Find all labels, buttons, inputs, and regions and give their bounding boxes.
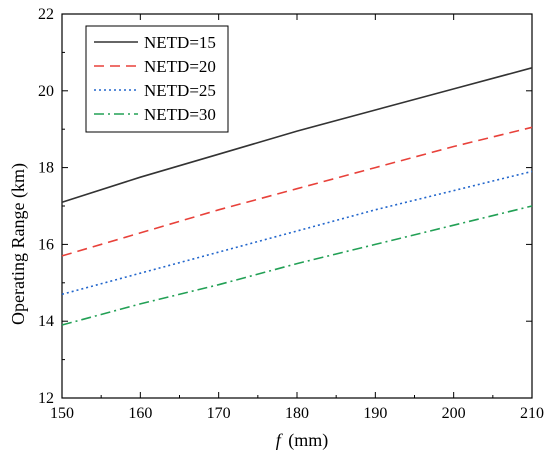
- series-line-2: [61, 126, 533, 257]
- x-tick-label: 160: [128, 405, 152, 422]
- x-tick-label: 180: [285, 405, 309, 422]
- axis-ticks: 150 160 170 180 190 200 210 12 14 16 18 20 22: [38, 6, 544, 422]
- y-tick-label: 22: [38, 6, 54, 23]
- x-axis-label: f (mm): [276, 430, 329, 451]
- y-axis-label: Operating Range (km): [8, 163, 29, 325]
- x-tick-label: 200: [442, 405, 466, 422]
- series-line-4: [61, 205, 533, 326]
- x-axis-label-unit: (mm): [288, 430, 328, 451]
- y-tick-label: 14: [38, 313, 54, 330]
- y-tick-label: 12: [38, 390, 54, 407]
- legend-label: NETD=25: [144, 81, 216, 100]
- series-line-3: [61, 170, 533, 296]
- series-line-1: [61, 67, 533, 203]
- series-lines: [61, 67, 533, 326]
- x-tick-label: 170: [207, 405, 231, 422]
- legend-label: NETD=15: [144, 33, 216, 52]
- y-tick-label: 18: [38, 160, 54, 177]
- x-tick-label: 190: [363, 405, 387, 422]
- legend: NETD=15 NETD=20 NETD=25 NETD=30: [85, 25, 229, 133]
- legend-label: NETD=30: [144, 105, 216, 124]
- x-tick-label: 150: [50, 405, 74, 422]
- x-tick-label: 210: [520, 405, 544, 422]
- legend-label: NETD=20: [144, 57, 216, 76]
- y-tick-label: 16: [38, 236, 54, 253]
- y-tick-label: 20: [38, 83, 54, 100]
- x-axis-label-variable: f: [276, 430, 284, 450]
